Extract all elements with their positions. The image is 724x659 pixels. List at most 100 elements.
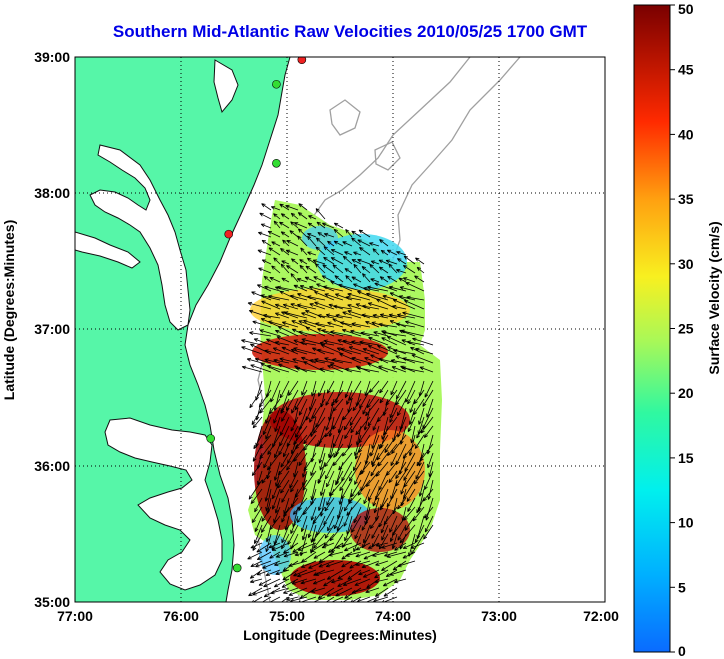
velocity-arrow: [280, 452, 290, 468]
velocity-arrow: [260, 362, 281, 373]
colorbar-tick-label: 5: [678, 579, 686, 595]
station-marker: [232, 563, 242, 573]
velocity-arrow: [418, 479, 425, 497]
velocity-arrow: [324, 524, 335, 539]
velocity-arrow: [300, 578, 317, 585]
velocity-arrow: [357, 239, 371, 247]
velocity-arrow: [353, 452, 362, 472]
velocity-arrow: [289, 470, 299, 489]
velocity-arrow: [279, 221, 290, 229]
velocity-arrow: [387, 443, 398, 457]
velocity-arrow: [261, 239, 272, 247]
velocity-arrow: [396, 380, 407, 400]
colorbar-tick-label: 40: [678, 126, 694, 142]
velocity-arrow: [274, 341, 290, 346]
velocity-arrow: [413, 470, 425, 485]
velocity-arrow: [350, 329, 371, 337]
velocity-arrow: [385, 259, 398, 265]
velocity-arrow: [270, 206, 281, 211]
velocity-arrow: [369, 515, 380, 529]
velocity-arrow: [313, 276, 326, 283]
velocity-arrow: [241, 365, 263, 373]
velocity-arrow: [304, 276, 317, 283]
velocity-arrow: [321, 275, 335, 283]
velocity-arrow: [323, 232, 335, 238]
velocity-arrow: [281, 407, 290, 422]
velocity-arrow: [390, 452, 398, 467]
velocity-arrow: [310, 596, 326, 602]
velocity-arrow: [388, 470, 398, 484]
velocity-arrow: [423, 506, 434, 519]
velocity-arrow: [342, 255, 353, 265]
velocity-arrow: [283, 542, 299, 554]
velocity-arrow: [276, 336, 299, 346]
velocity-arrow: [305, 265, 317, 274]
velocity-arrow: [263, 275, 272, 283]
velocity-arrow: [261, 203, 272, 211]
velocity-arrow: [377, 345, 398, 355]
x-axis-label: Longitude (Degrees:Minutes): [243, 627, 437, 643]
station-marker: [297, 57, 307, 65]
velocity-arrow: [347, 292, 371, 301]
velocity-arrow: [297, 235, 308, 247]
velocity-arrow: [261, 506, 272, 522]
velocity-arrow: [280, 398, 290, 414]
velocity-arrow: [381, 560, 398, 571]
velocity-arrow: [400, 479, 407, 495]
velocity-arrow: [351, 237, 362, 247]
velocity-arrow: [330, 257, 344, 265]
x-tick-label: 75:00: [269, 608, 305, 624]
velocity-arrow: [324, 425, 335, 438]
velocity-arrow: [280, 479, 290, 494]
velocity-arrow: [404, 300, 425, 310]
velocity-arrow: [400, 329, 425, 337]
velocity-arrow: [408, 434, 416, 457]
velocity-arrow: [293, 284, 308, 292]
velocity-arrow: [273, 461, 281, 481]
velocity-arrow: [298, 452, 308, 467]
velocity-arrow: [327, 542, 344, 553]
velocity-arrow: [259, 212, 272, 220]
velocity-arrow: [274, 560, 290, 567]
velocity-arrow: [379, 380, 389, 394]
velocity-arrow: [320, 344, 344, 355]
velocity-arrow: [299, 285, 317, 292]
colorbar-tick-label: 50: [678, 1, 694, 17]
velocity-arrow: [319, 367, 335, 373]
y-tick-label: 36:00: [34, 458, 70, 474]
velocity-arrow: [300, 341, 317, 346]
velocity-arrow: [314, 291, 335, 301]
colorbar-tick-label: 35: [678, 191, 694, 207]
velocity-arrow: [290, 273, 299, 283]
velocity-arrow: [342, 311, 362, 319]
velocity-arrow: [257, 284, 272, 292]
velocity-arrow: [312, 578, 326, 585]
velocity-arrow: [310, 542, 326, 553]
velocity-arrow: [271, 488, 281, 510]
colorbar-tick-label: 30: [678, 256, 694, 272]
velocity-arrow: [251, 461, 263, 476]
station-marker: [272, 79, 281, 89]
velocity-arrow: [316, 434, 326, 447]
velocity-arrow: [308, 285, 326, 292]
velocity-arrow: [345, 551, 362, 557]
velocity-arrow: [407, 497, 416, 513]
velocity-arrow: [273, 358, 290, 364]
velocity-arrow: [379, 276, 389, 283]
velocity-arrow: [402, 277, 416, 283]
velocity-arrow: [296, 506, 308, 523]
velocity-arrow: [254, 357, 272, 364]
velocity-arrow: [319, 452, 326, 471]
velocity-arrow: [288, 380, 299, 396]
velocity-arrow: [274, 497, 281, 514]
velocity-arrow: [322, 285, 344, 292]
colorbar-tick-label: 10: [678, 515, 694, 531]
velocity-arrow: [397, 560, 416, 568]
x-tick-label: 76:00: [163, 608, 199, 624]
velocity-arrow: [283, 443, 290, 458]
velocity-arrow: [261, 596, 272, 602]
velocity-arrow: [276, 285, 299, 292]
velocity-arrow: [323, 339, 344, 346]
velocity-arrow: [286, 452, 299, 471]
velocity-arrow: [379, 313, 398, 319]
